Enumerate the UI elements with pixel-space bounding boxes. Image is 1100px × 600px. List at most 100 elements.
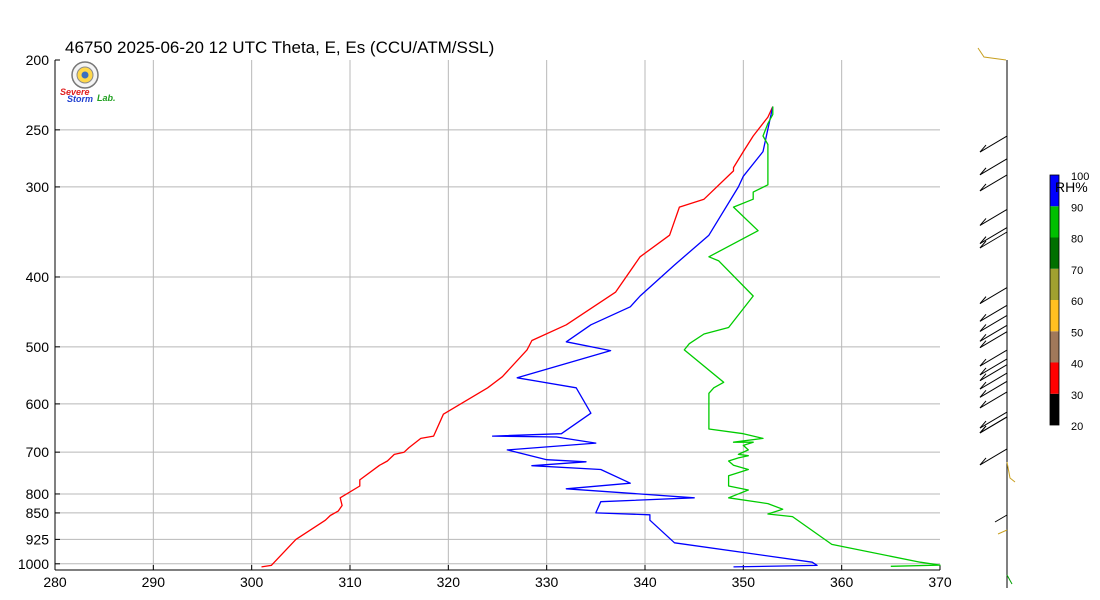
wind-barb-flag: [979, 313, 987, 322]
colorbar-tick-label: 20: [1071, 421, 1083, 433]
colorbar-tick-label: 90: [1071, 202, 1083, 214]
wind-barb-flag: [979, 389, 987, 398]
storm-lab-logo: Severe Storm Lab.: [60, 61, 116, 104]
y-tick-label: 925: [26, 531, 50, 547]
wind-barb-flag: [979, 400, 987, 409]
wind-barb: [979, 358, 1008, 376]
colorbar-tick-label: 60: [1071, 296, 1083, 308]
y-tick-label: 300: [26, 179, 50, 195]
colorbar-frame: [1049, 174, 1060, 426]
colorbar-band: [1050, 175, 1059, 207]
x-tick-label: 360: [830, 574, 854, 590]
wind-barb: [1006, 461, 1016, 483]
colorbar-band: [1050, 362, 1059, 394]
y-tick-label: 250: [26, 122, 50, 138]
chart-title: 46750 2025-06-20 12 UTC Theta, E, Es (CC…: [65, 38, 494, 57]
y-tick-label: 700: [26, 444, 50, 460]
wind-barb-flag: [979, 381, 987, 390]
rh-colorbar: 20 30 40 50 60 70 80 90 100: [1049, 171, 1089, 433]
wind-barb-flag: [979, 457, 987, 466]
x-tick-label: 340: [633, 574, 657, 590]
x-tick-label: 330: [535, 574, 559, 590]
wind-barb: [979, 380, 1008, 398]
colorbar-tick-label: 40: [1071, 359, 1083, 371]
colorbar-band: [1050, 206, 1059, 238]
y-tick-label: 400: [26, 269, 50, 285]
wind-barb: [979, 324, 1008, 342]
wind-barb-flag: [979, 144, 987, 153]
wind-barb-panel: [977, 47, 1016, 588]
wind-barb: [979, 135, 1008, 153]
wind-barb-flag: [979, 167, 987, 176]
wind-barb: [979, 231, 1008, 249]
series-line-0: [261, 106, 774, 568]
colorbar-band: [1050, 393, 1059, 425]
wind-barb: [979, 315, 1008, 332]
wind-barb-flag: [979, 373, 987, 381]
wind-barb-flag: [979, 333, 987, 342]
x-tick-label: 310: [338, 574, 362, 590]
y-tick-label: 800: [26, 486, 50, 502]
wind-barb-flag: [979, 236, 987, 244]
wind-barb: [979, 391, 1008, 409]
y-tick-label: 600: [26, 396, 50, 412]
wind-barb: [979, 158, 1008, 176]
x-tick-label: 350: [732, 574, 756, 590]
colorbar-tick-label: 30: [1071, 390, 1083, 402]
wind-barb: [979, 372, 1008, 390]
wind-barb: [977, 47, 1007, 61]
colorbar-tick-label: 100: [1071, 171, 1089, 183]
logo-word-severe: Severe: [60, 87, 90, 97]
wind-barb: [994, 514, 1008, 523]
wind-barb: [979, 227, 1008, 245]
wind-barb: [1006, 574, 1013, 585]
colorbar-band: [1050, 300, 1059, 332]
logo-word-lab: Lab.: [97, 93, 116, 103]
x-tick-label: 320: [437, 574, 461, 590]
wind-barb: [979, 349, 1008, 367]
wind-barb: [979, 174, 1008, 192]
colorbar-band: [1050, 237, 1059, 269]
logo-word-storm: Storm: [67, 94, 93, 104]
series-line-1: [491, 106, 818, 568]
y-tick-label: 850: [26, 505, 50, 521]
series-line-2: [683, 106, 941, 567]
wind-barb: [979, 416, 1008, 434]
grid-lines: [55, 60, 940, 570]
wind-barb: [979, 411, 1008, 429]
wind-barb-flag: [979, 358, 987, 367]
wind-barb: [979, 448, 1008, 466]
x-tick-label: 300: [240, 574, 264, 590]
wind-barb-flag: [979, 324, 987, 332]
wind-barb-flag: [979, 367, 987, 376]
wind-barb: [979, 209, 1008, 226]
wind-barb: [979, 331, 1008, 349]
logo-seal-core: [81, 71, 89, 79]
colorbar-tick-label: 50: [1071, 327, 1083, 339]
axes: 280 290 300 310 320 330 340 350 360 370 200 250 300 4…: [18, 52, 952, 590]
wind-barb: [979, 304, 1008, 322]
y-tick-label: 500: [26, 339, 50, 355]
wind-barb-flag: [979, 340, 987, 349]
x-tick-label: 290: [142, 574, 166, 590]
colorbar-tick-label: 70: [1071, 265, 1083, 277]
y-tick-label: 200: [26, 52, 50, 68]
wind-barb: [979, 364, 1008, 382]
y-tick-label: 1000: [18, 556, 49, 572]
wind-barb-flag: [979, 183, 987, 192]
wind-barb-flag: [979, 296, 987, 304]
x-tick-label: 370: [928, 574, 952, 590]
wind-barb: [997, 529, 1008, 535]
colorbar-title: RH%: [1055, 179, 1088, 195]
series-lines: [261, 106, 941, 568]
wind-barb-flag: [979, 425, 987, 434]
wind-barb-flag: [979, 240, 987, 249]
colorbar-tick-label: 80: [1071, 234, 1083, 246]
wind-barb-flag: [979, 420, 987, 429]
wind-barb: [979, 287, 1008, 305]
wind-barb-flag: [979, 218, 987, 226]
colorbar-band: [1050, 268, 1059, 300]
x-tick-label: 280: [43, 574, 67, 590]
colorbar-band: [1050, 331, 1059, 363]
